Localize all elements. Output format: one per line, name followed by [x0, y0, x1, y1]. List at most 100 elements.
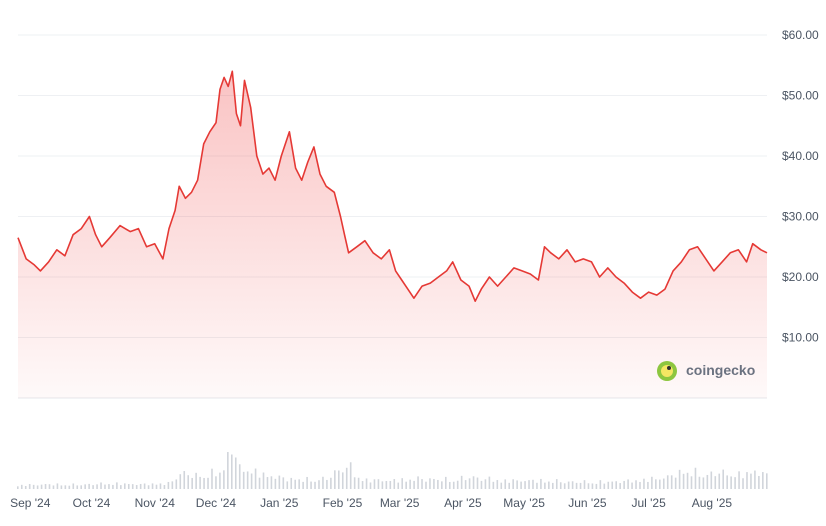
x-tick-label: Jan '25: [260, 496, 299, 510]
volume-bar: [698, 476, 701, 489]
volume-bar: [215, 476, 217, 489]
volume-bar: [88, 483, 90, 489]
volume-bar: [139, 483, 142, 489]
volume-bar: [262, 472, 265, 489]
volume-bar: [401, 478, 404, 489]
volume-bar: [647, 481, 649, 489]
volume-bar: [643, 478, 645, 489]
volume-bar: [738, 471, 740, 489]
volume-bar: [365, 478, 368, 489]
volume-bar: [468, 478, 471, 489]
volume-bar: [635, 480, 637, 489]
volume-bar: [480, 480, 483, 489]
volume-bar: [484, 479, 487, 489]
volume-bar: [413, 480, 415, 489]
x-tick-label: Sep '24: [10, 496, 51, 510]
volume-bar: [266, 477, 269, 489]
volume-bar: [746, 472, 748, 489]
y-tick-label: $40.00: [782, 149, 819, 163]
price-area-fill: [18, 71, 767, 399]
volume-bar: [290, 477, 293, 489]
volume-bar: [246, 471, 249, 489]
volume-bar: [766, 473, 768, 489]
volume-bar: [500, 482, 503, 489]
volume-bar: [445, 476, 447, 489]
volume-bar: [68, 485, 71, 489]
volume-bar: [456, 480, 459, 489]
x-tick-label: Nov '24: [135, 496, 176, 510]
volume-bar: [409, 479, 411, 489]
volume-bar: [203, 477, 205, 489]
volume-bar: [524, 481, 526, 489]
volume-bar: [175, 479, 178, 489]
volume-bar: [385, 480, 388, 489]
volume-bar: [512, 479, 514, 489]
volume-bar: [516, 480, 518, 489]
x-tick-label: Dec '24: [196, 496, 237, 510]
volume-bar: [32, 484, 35, 489]
volume-bar: [611, 481, 614, 489]
volume-bar: [80, 485, 83, 489]
volume-bar: [341, 472, 344, 489]
volume-bar: [353, 477, 356, 489]
volume-bar: [171, 481, 174, 489]
volume-bar: [429, 478, 431, 489]
volume-bar: [548, 481, 550, 489]
volume-bar: [520, 481, 522, 489]
volume-bar: [100, 482, 102, 489]
volume-bar: [528, 480, 530, 489]
volume-bar: [381, 481, 384, 489]
volume-bar: [286, 481, 289, 489]
volume-bar: [270, 476, 273, 489]
volume-bar: [555, 479, 558, 489]
volume-bar: [326, 479, 328, 489]
volume-bar: [762, 472, 764, 489]
volume-bar: [508, 482, 511, 489]
volume-bar: [310, 481, 312, 489]
volume-bar: [124, 483, 126, 489]
volume-bar: [441, 481, 443, 489]
volume-bar: [120, 485, 122, 489]
volume-bar: [135, 485, 138, 489]
volume-bar: [250, 473, 253, 489]
volume-bar: [750, 473, 752, 489]
volume-bar: [666, 475, 669, 489]
volume-bar: [191, 477, 193, 489]
volume-bar: [575, 482, 578, 489]
y-tick-label: $30.00: [782, 210, 819, 224]
volume-bar: [274, 478, 277, 489]
volume-bar: [254, 468, 257, 489]
volume-bar: [552, 482, 554, 489]
x-tick-label: May '25: [503, 496, 545, 510]
volume-bar: [207, 477, 209, 489]
volume-bar: [36, 485, 39, 489]
x-tick-label: Jun '25: [568, 496, 607, 510]
volume-bar: [425, 481, 427, 489]
volume-bar: [536, 482, 538, 489]
volume-bar: [258, 477, 261, 489]
volume-bar: [187, 475, 190, 489]
x-axis: Sep '24 Oct '24 Nov '24 Dec '24 Jan '25 Feb '…: [10, 496, 732, 510]
volume-bar: [662, 478, 665, 489]
volume-bar: [397, 482, 400, 489]
volume-bar: [389, 480, 392, 489]
volume-bar: [84, 484, 86, 489]
volume-bar: [306, 476, 308, 489]
volume-bar: [532, 479, 534, 489]
volume-bar: [631, 482, 633, 489]
volume-bar: [476, 477, 479, 489]
volume-bar: [492, 481, 495, 489]
volume-bar: [76, 485, 79, 489]
volume-bar: [361, 481, 364, 489]
volume-bar: [579, 482, 582, 489]
volume-bar: [373, 479, 376, 489]
volume-bar: [219, 472, 221, 489]
volume-bar: [334, 470, 336, 489]
volume-bars: [17, 452, 768, 489]
volume-bar: [242, 471, 245, 489]
volume-bar: [147, 485, 150, 489]
volume-bar: [639, 481, 641, 489]
volume-bar: [345, 467, 348, 489]
volume-bar: [607, 481, 610, 489]
volume-bar: [433, 478, 435, 489]
